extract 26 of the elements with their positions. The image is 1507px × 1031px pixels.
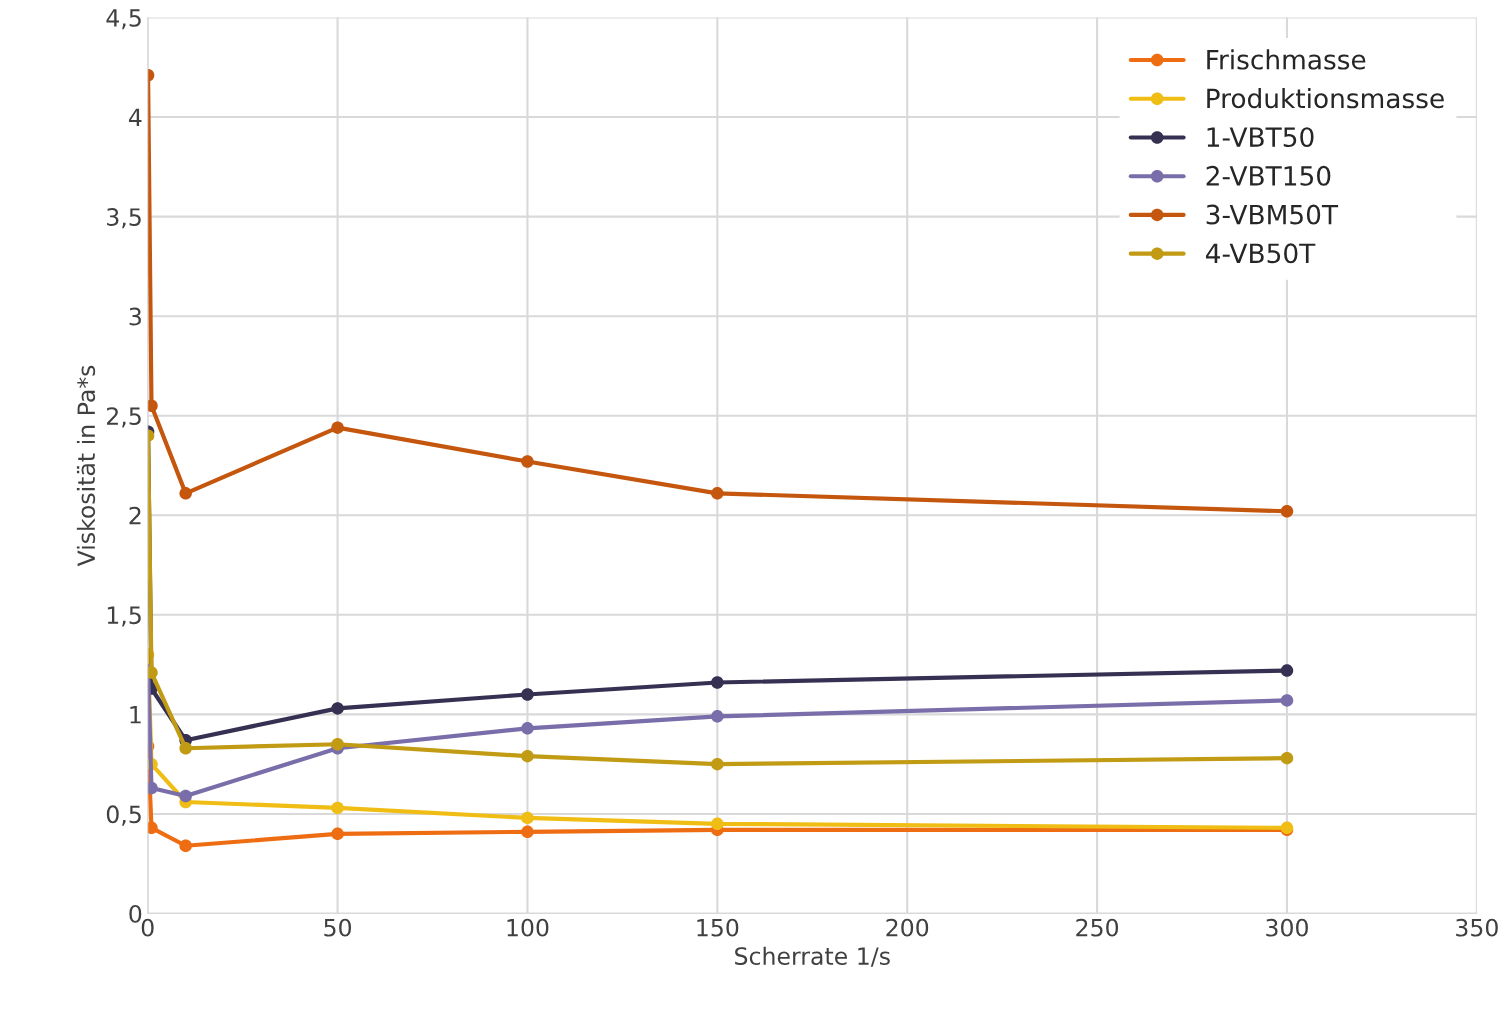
y-tick-label: 3,5	[107, 208, 141, 229]
x-tick-label: 100	[507, 918, 549, 937]
legend-label: 4-VB50T	[1205, 243, 1316, 264]
x-tick-label: 50	[324, 918, 352, 937]
legend-label: 3-VBM50T	[1206, 204, 1339, 225]
x-axis-title: Scherrate 1/s	[735, 946, 890, 967]
legend-label: 1-VBT50	[1207, 127, 1314, 148]
y-tick-label: 3	[129, 307, 141, 326]
legend-label: Frischmasse	[1207, 49, 1366, 70]
y-tick-label: 0	[129, 904, 142, 923]
y-tick-label: 2	[129, 506, 141, 525]
x-tick-label: 300	[1266, 918, 1308, 937]
x-tick-label: 0	[141, 918, 154, 937]
x-tick-label: 150	[697, 918, 739, 937]
x-tick-label: 250	[1076, 918, 1119, 937]
y-tick-label: 1	[130, 706, 141, 724]
x-tick-label: 200	[886, 918, 929, 937]
y-tick-label: 1,5	[107, 606, 141, 627]
y-tick-label: 4	[128, 108, 142, 127]
legend-label: 2-VBT150	[1206, 165, 1331, 186]
y-tick-label: 2,5	[107, 407, 141, 428]
legend-label: Produktionsmasse	[1207, 87, 1444, 109]
x-tick-label: 350	[1456, 918, 1498, 937]
y-tick-label: 0,5	[106, 805, 141, 826]
y-axis-title: Viskosität in Pa*s	[76, 365, 96, 567]
y-tick-label: 4,5	[106, 9, 141, 30]
